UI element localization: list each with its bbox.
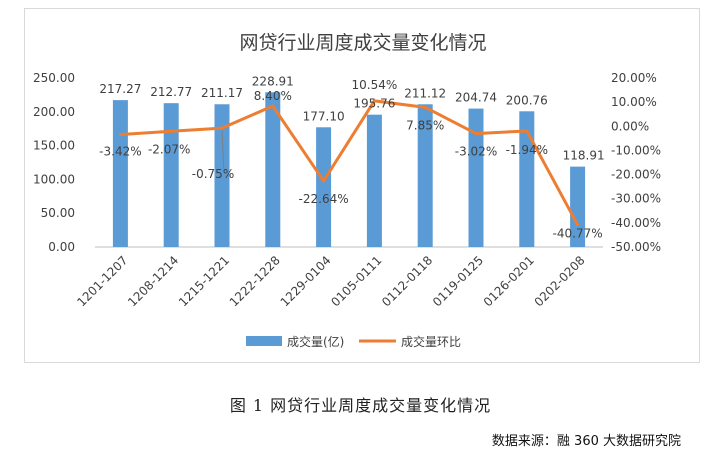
- bar-value-label: 118.91: [563, 149, 605, 163]
- x-tick-label: 0126-0201: [481, 253, 537, 309]
- y-right-tick-label: -10.00%: [611, 143, 661, 157]
- x-tick-label: 0112-0118: [379, 253, 435, 309]
- bar: [417, 104, 433, 247]
- x-tick-label: 1222-1228: [227, 253, 283, 309]
- y-left-tick-label: 50.00: [41, 206, 75, 220]
- x-tick-label: 1215-1221: [176, 253, 232, 309]
- line-value-label: -2.07%: [148, 142, 190, 156]
- bar: [468, 108, 484, 247]
- line-value-label: -3.42%: [99, 145, 141, 159]
- line-value-label: -1.94%: [506, 143, 548, 157]
- y-right-tick-label: 10.00%: [611, 95, 657, 109]
- bar: [316, 127, 332, 247]
- line-value-label: -3.02%: [455, 145, 497, 159]
- line-point: [474, 132, 478, 136]
- chart-title: 网贷行业周度成交量变化情况: [239, 32, 486, 54]
- line-point: [372, 99, 376, 103]
- bar-value-label: 200.76: [506, 93, 548, 107]
- x-tick-label: 0202-0208: [532, 253, 588, 309]
- line-point: [525, 129, 529, 133]
- line-value-label: -22.64%: [299, 192, 349, 206]
- bar: [214, 104, 230, 247]
- line-value-label: 8.40%: [254, 89, 292, 103]
- line-point: [118, 133, 122, 137]
- y-right-tick-label: -40.00%: [611, 216, 661, 230]
- bar-value-label: 177.10: [303, 109, 345, 123]
- bar: [366, 114, 382, 248]
- bar: [163, 103, 179, 247]
- bar-value-label: 195.76: [353, 97, 395, 111]
- x-tick-label: 0119-0125: [430, 253, 486, 309]
- data-source-note: 数据来源：融 360 大数据研究院: [491, 434, 681, 449]
- line-point: [169, 129, 173, 133]
- y-right-tick-label: -20.00%: [611, 168, 661, 182]
- legend-swatch-bar: [246, 336, 282, 346]
- line-point: [271, 104, 275, 108]
- y-left-tick-label: 250.00: [33, 71, 75, 85]
- line-value-label: 7.85%: [406, 118, 444, 132]
- line-point: [220, 126, 224, 130]
- y-right-tick-label: -50.00%: [611, 240, 661, 254]
- bar: [570, 166, 586, 247]
- x-tick-label: 1229-0104: [278, 253, 334, 309]
- line-point: [322, 179, 326, 183]
- legend-label-bar: 成交量(亿): [287, 334, 344, 349]
- bar: [265, 92, 281, 248]
- y-left-tick-label: 200.00: [33, 105, 75, 119]
- bar-value-label: 212.77: [150, 85, 192, 99]
- x-tick-label: 1208-1214: [125, 253, 181, 309]
- chart-frame: 网贷行业周度成交量变化情况 0.00 50.00 100.00 150.00 200.00…: [24, 8, 700, 363]
- line-value-label: -40.77%: [553, 227, 603, 241]
- bar-value-label: 211.12: [404, 86, 446, 100]
- bar: [112, 100, 128, 247]
- bar-value-label: 228.91: [252, 74, 294, 88]
- y-right-tick-label: -30.00%: [611, 192, 661, 206]
- bar: [519, 111, 535, 247]
- bar-value-label: 204.74: [455, 91, 497, 105]
- legend-label-line: 成交量环比: [401, 334, 461, 349]
- y-left-tick-label: 100.00: [33, 172, 75, 186]
- y-left-tick-label: 150.00: [33, 139, 75, 153]
- line-value-label: 10.54%: [352, 78, 398, 92]
- line-point: [576, 223, 580, 227]
- figure-caption: 图 1 网贷行业周度成交量变化情况: [229, 396, 492, 415]
- y-right-tick-label: 20.00%: [611, 71, 657, 85]
- x-tick-label: 0105-0111: [328, 253, 384, 309]
- leader-line: [221, 130, 225, 173]
- combo-chart: 网贷行业周度成交量变化情况 0.00 50.00 100.00 150.00 200.00…: [33, 32, 661, 349]
- line-point: [423, 105, 427, 109]
- x-tick-label: 1201-1207: [74, 253, 130, 309]
- line-value-label: -0.75%: [192, 167, 234, 181]
- bar-value-label: 211.17: [201, 86, 243, 100]
- bar-value-label: 217.27: [99, 82, 141, 96]
- y-right-tick-label: 0.00%: [611, 119, 649, 133]
- y-left-tick-label: 0.00: [48, 240, 75, 254]
- line-series: [120, 99, 579, 226]
